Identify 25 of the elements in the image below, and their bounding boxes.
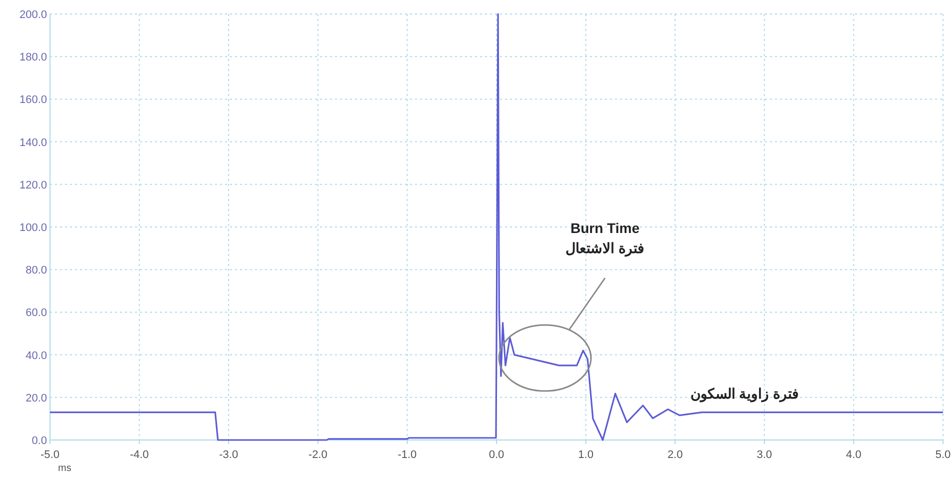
y-tick-label: 140.0	[19, 136, 47, 149]
y-tick-label: 120.0	[19, 179, 47, 192]
y-tick-label: 80.0	[26, 264, 47, 277]
y-tick-label: 200.0	[19, 9, 47, 21]
x-tick-label: -4.0	[130, 449, 149, 461]
x-tick-label: 4.0	[846, 449, 862, 461]
y-tick-label: 0.0	[32, 435, 47, 447]
x-tick-label: -3.0	[219, 449, 238, 461]
x-tick-label: 1.0	[578, 449, 594, 461]
x-tick-label: 3.0	[756, 449, 772, 461]
y-tick-label: 100.0	[19, 222, 47, 234]
annotation: فترة زاوية السكون	[690, 385, 800, 402]
y-tick-label: 40.0	[26, 350, 47, 362]
x-tick-label: -2.0	[308, 449, 328, 461]
x-tick-label: 5.0	[935, 449, 951, 461]
y-tick-label: 160.0	[19, 94, 47, 106]
x-tick-label: -1.0	[398, 449, 417, 461]
x-tick-label: 0.0	[488, 449, 504, 461]
y-tick-label: 60.0	[26, 307, 47, 320]
line-series	[49, 13, 944, 441]
x-tick-label: -5.0	[40, 449, 60, 461]
y-tick-label: 20.0	[26, 392, 47, 404]
y-tick-label: 180.0	[19, 52, 47, 64]
x-axis-title: ms	[58, 463, 72, 474]
x-tick-label: 2.0	[667, 449, 683, 461]
